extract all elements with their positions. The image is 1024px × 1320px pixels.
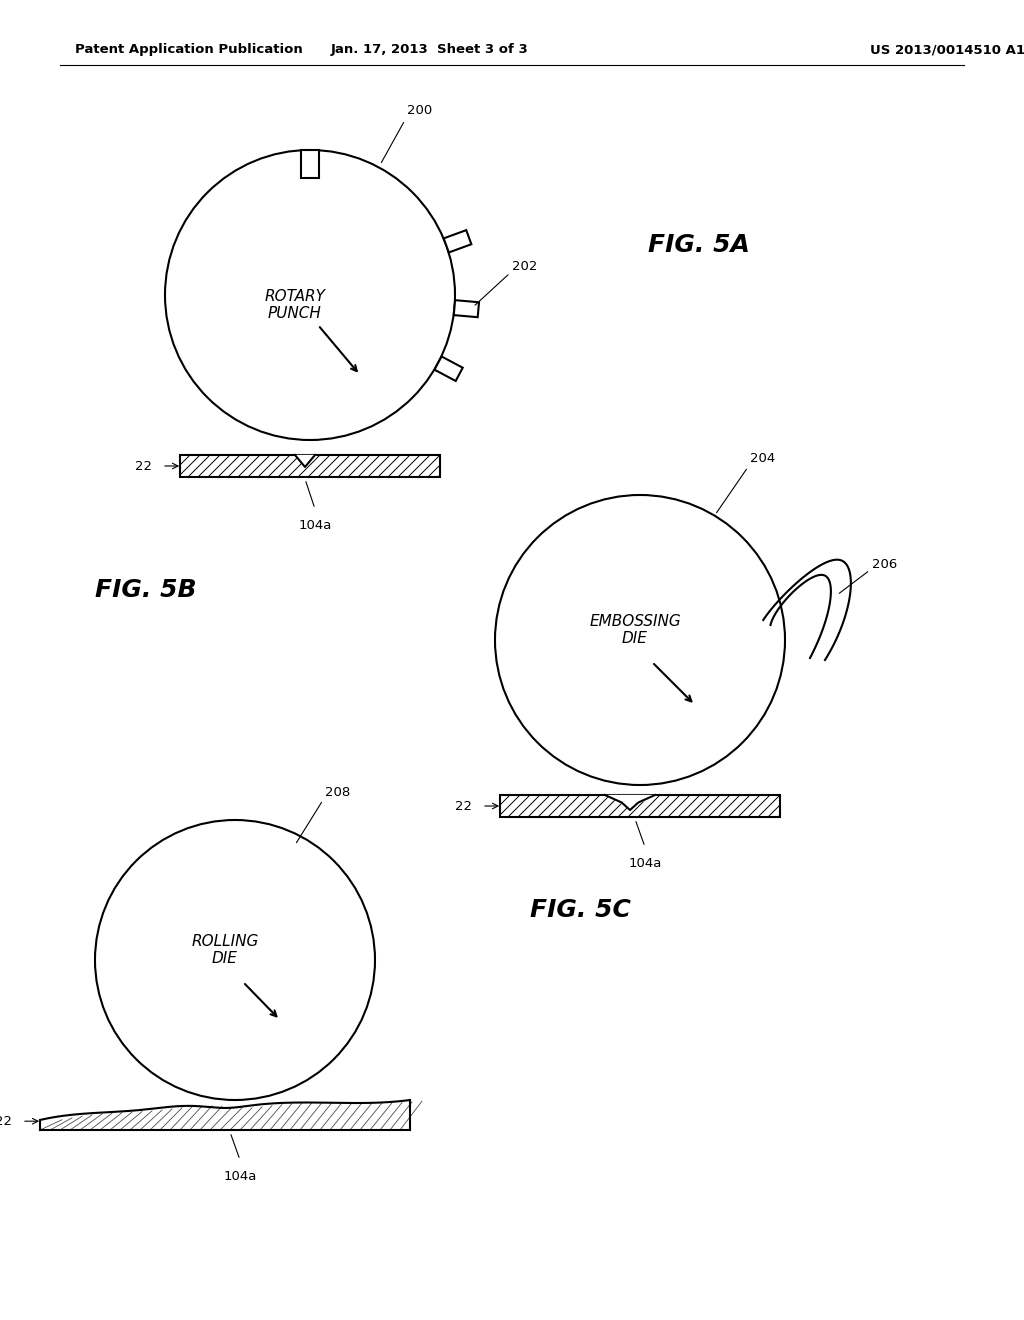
Circle shape	[495, 495, 785, 785]
Text: 104a: 104a	[629, 857, 662, 870]
Text: 22: 22	[135, 459, 152, 473]
Bar	[180, 455, 440, 477]
Text: ROTARY
PUNCH: ROTARY PUNCH	[264, 289, 326, 321]
Text: Patent Application Publication: Patent Application Publication	[75, 44, 303, 57]
Text: 208: 208	[325, 785, 350, 799]
Text: 206: 206	[872, 557, 897, 570]
Text: 104a: 104a	[298, 519, 332, 532]
Text: EMBOSSING
DIE: EMBOSSING DIE	[589, 614, 681, 647]
Text: FIG. 5B: FIG. 5B	[95, 578, 197, 602]
Text: FIG. 5C: FIG. 5C	[530, 898, 631, 921]
Polygon shape	[301, 150, 319, 178]
Text: ROLLING
DIE: ROLLING DIE	[191, 933, 259, 966]
Polygon shape	[443, 230, 471, 252]
Text: FIG. 5A: FIG. 5A	[648, 234, 750, 257]
Circle shape	[165, 150, 455, 440]
Text: 22: 22	[455, 800, 472, 813]
Text: 104a: 104a	[223, 1170, 257, 1183]
Text: Jan. 17, 2013  Sheet 3 of 3: Jan. 17, 2013 Sheet 3 of 3	[331, 44, 528, 57]
Text: 22: 22	[0, 1114, 12, 1127]
Text: 202: 202	[512, 260, 538, 273]
Text: 200: 200	[407, 103, 432, 116]
Circle shape	[95, 820, 375, 1100]
Bar	[500, 795, 780, 817]
Polygon shape	[434, 356, 463, 381]
Text: US 2013/0014510 A1: US 2013/0014510 A1	[870, 44, 1024, 57]
Text: 204: 204	[750, 453, 775, 466]
Polygon shape	[454, 300, 479, 317]
